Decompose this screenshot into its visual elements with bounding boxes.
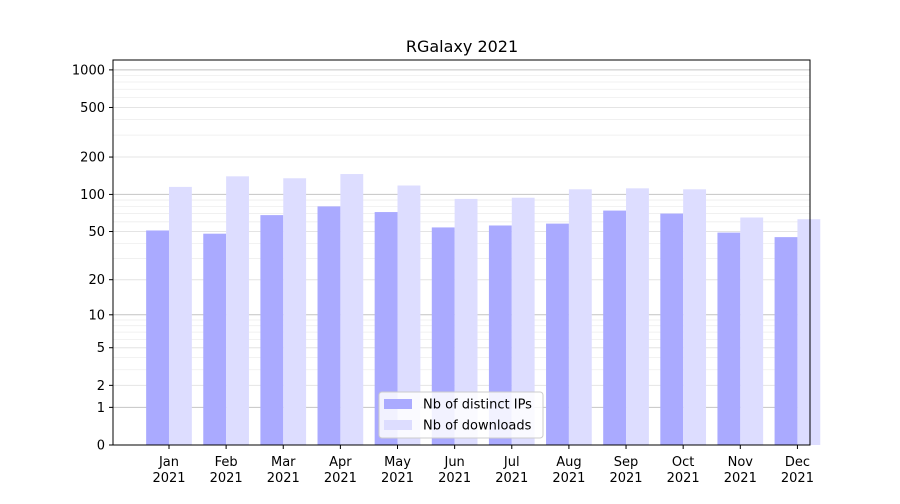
bar-distinct-ips [260,215,284,445]
y-tick-label: 50 [88,225,105,240]
y-tick-label: 100 [80,188,105,203]
bar-distinct-ips [431,227,455,445]
bar-distinct-ips [603,210,627,445]
bar-distinct-ips [317,206,341,445]
bar-downloads [454,198,478,445]
x-tick-label-month: Jul [503,455,520,470]
legend-swatch-downloads [384,420,412,430]
y-tick-label: 10 [88,308,105,323]
y-tick-label: 20 [88,273,105,288]
bar-downloads [283,178,307,445]
x-tick-label-year: 2021 [552,471,585,486]
bar-downloads [226,176,249,445]
x-tick-label-month: Feb [215,455,238,470]
bar-downloads [740,217,764,445]
bars-layer [146,174,821,445]
bar-distinct-ips [717,232,741,445]
y-tick-label: 0 [97,439,105,454]
x-tick-label-month: Dec [785,455,810,470]
bar-downloads [340,174,364,445]
bar-distinct-ips [546,223,569,445]
bar-downloads [397,185,421,445]
y-tick-label: 1000 [72,63,105,78]
x-tick-label-month: Aug [556,455,581,470]
bar-distinct-ips [374,212,398,445]
bar-distinct-ips [488,225,512,445]
x-tick-label-year: 2021 [667,471,700,486]
chart-title: RGalaxy 2021 [406,37,518,56]
y-tick-label: 200 [80,151,105,166]
x-tick-label-year: 2021 [609,471,642,486]
bar-distinct-ips [203,233,227,445]
y-axis: 0 1 2 5 10 20 50 100 200 500 1000 [72,63,113,454]
bar-downloads [797,219,821,445]
y-tick-label: 5 [97,341,105,356]
plot-frame [112,59,811,446]
x-tick-label-month: May [384,455,411,470]
x-tick-label-year: 2021 [267,471,300,486]
x-tick-label-year: 2021 [781,471,814,486]
y-tick-label: 500 [80,101,105,116]
x-tick-label-month: Nov [728,455,754,470]
legend: Nb of distinct IPs Nb of downloads [378,391,544,439]
x-tick-label-month: Sep [614,455,639,470]
x-tick-label-month: Mar [271,455,296,470]
legend-label-distinct-ips: Nb of distinct IPs [423,398,532,413]
x-tick-label-month: Jan [158,455,179,470]
x-tick-label-month: Oct [672,455,694,470]
legend-box [378,391,544,439]
y-tick-label: 2 [97,379,105,394]
bar-downloads [168,186,192,445]
x-tick-label-year: 2021 [381,471,414,486]
legend-label-downloads: Nb of downloads [423,419,532,434]
bar-downloads [683,189,707,445]
bar-distinct-ips [660,213,684,445]
x-tick-label-year: 2021 [724,471,757,486]
x-axis: Jan2021Feb2021Mar2021Apr2021May2021Jun20… [152,445,814,486]
x-tick-label-month: Apr [329,455,352,470]
legend-swatch-distinct-ips [384,399,412,409]
x-tick-label-year: 2021 [210,471,243,486]
bar-downloads [568,189,592,445]
y-tick-label: 1 [97,401,105,416]
bar-downloads [626,188,649,445]
x-tick-label-month: Jun [443,455,464,470]
x-tick-label-year: 2021 [495,471,528,486]
bar-downloads [511,197,535,445]
x-tick-label-year: 2021 [324,471,357,486]
x-tick-label-year: 2021 [438,471,471,486]
x-tick-label-year: 2021 [152,471,185,486]
bar-distinct-ips [146,230,169,445]
bar-distinct-ips [774,237,798,445]
